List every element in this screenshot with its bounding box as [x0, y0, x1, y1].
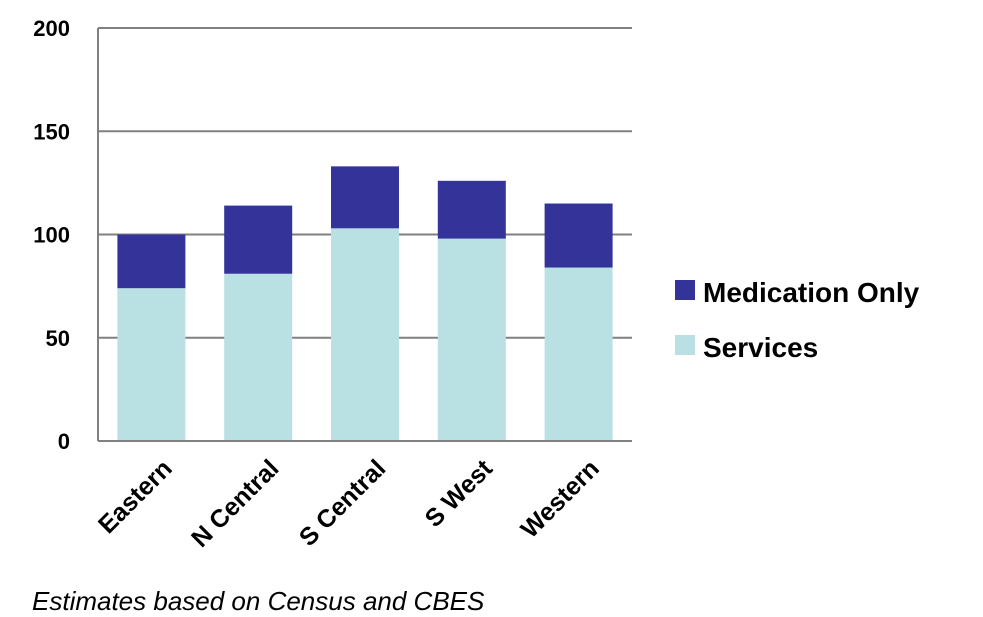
- bar-medication-only: [117, 234, 186, 289]
- x-tick-label: Western: [516, 454, 605, 543]
- y-tick-label: 50: [46, 326, 70, 351]
- x-tick-label: S West: [420, 454, 499, 533]
- footnote: Estimates based on Census and CBES: [32, 586, 485, 616]
- x-tick-label: S Central: [294, 454, 391, 551]
- bar-medication-only: [224, 205, 293, 274]
- bar-medication-only: [437, 180, 506, 239]
- legend-swatch: [675, 335, 695, 355]
- x-tick-label: Eastern: [93, 454, 178, 539]
- bar-medication-only: [331, 166, 399, 229]
- x-tick-label: N Central: [186, 454, 284, 552]
- legend-label: Services: [703, 332, 818, 363]
- bar-services: [117, 288, 186, 441]
- y-tick-label: 200: [33, 16, 70, 41]
- bar-medication-only: [544, 203, 613, 268]
- y-tick-label: 150: [33, 119, 70, 144]
- bar-services: [331, 228, 399, 441]
- bar-services: [544, 267, 613, 441]
- y-tick-label: 100: [33, 223, 70, 248]
- bar-services: [437, 238, 506, 441]
- legend-swatch: [675, 280, 695, 300]
- legend-label: Medication Only: [703, 277, 920, 308]
- bar-services: [224, 273, 293, 441]
- y-tick-label: 0: [58, 429, 70, 454]
